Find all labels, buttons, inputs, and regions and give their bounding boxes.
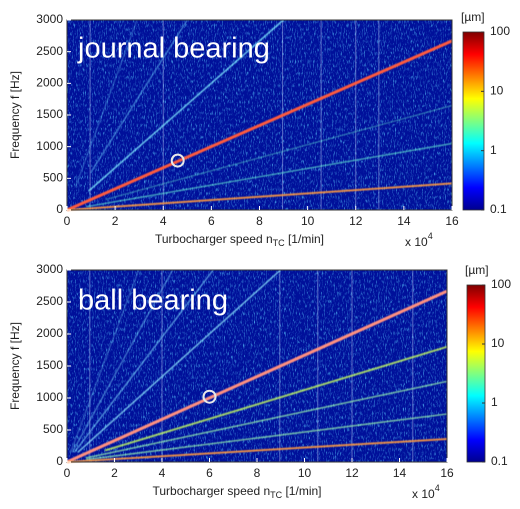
order-line (74, 270, 213, 452)
order-line (67, 291, 447, 462)
order-line (72, 270, 172, 452)
order-line (86, 144, 452, 207)
colorbar (466, 284, 486, 463)
order-line (67, 439, 447, 462)
x-tick-label: 16 (445, 214, 459, 228)
plot-title: ball bearing (78, 285, 228, 317)
y-tick-label: 1500 (36, 358, 63, 372)
order-line (67, 183, 452, 210)
x-axis-label-part: Turbocharger speed n (153, 484, 271, 498)
y-tick-label: 2000 (36, 76, 63, 90)
colorbar-tick-label: 100 (490, 24, 510, 38)
order-line (105, 347, 447, 451)
order-line (86, 381, 447, 458)
x-tick-label: 0 (64, 466, 71, 480)
colorbar-label: [µm] (465, 263, 489, 277)
order-line (91, 20, 187, 172)
x-tick-label: 12 (345, 466, 359, 480)
x-tick-label: 16 (440, 466, 454, 480)
y-tick-label: 1000 (36, 390, 63, 404)
x-tick-label: 2 (112, 214, 119, 228)
x-tick-label: 2 (111, 466, 118, 480)
colorbar-tick-label: 10 (491, 336, 505, 350)
x-axis-label-part: [1/min] (285, 232, 324, 246)
x-tick-label: 4 (159, 466, 166, 480)
y-tick-label: 3000 (36, 12, 63, 26)
y-tick-label: 2500 (36, 44, 63, 58)
y-tick-label: 3000 (36, 262, 63, 276)
order-line (75, 20, 137, 187)
order-line (89, 20, 284, 191)
colorbar-tick-label: 1 (491, 395, 498, 409)
x-tick-label: 10 (298, 466, 312, 480)
spectral-lines (67, 20, 452, 210)
x-multiplier-base: x 10 (405, 235, 428, 249)
x-tick-label: 0 (64, 214, 71, 228)
colorbar-tick-label: 1 (490, 143, 497, 157)
x-multiplier-base: x 10 (412, 487, 435, 501)
y-tick-label: 0 (56, 454, 63, 468)
x-tick-label: 6 (208, 214, 215, 228)
order-line (71, 270, 139, 452)
order-line (86, 414, 447, 460)
y-tick-label: 1000 (36, 139, 63, 153)
x-tick-label: 4 (160, 214, 167, 228)
x-tick-label: 14 (393, 466, 407, 480)
y-axis-label: Frequency f [Hz] (8, 71, 22, 159)
colorbar-label: [µm] (461, 10, 485, 24)
y-tick-label: 0 (56, 202, 63, 216)
x-multiplier-exponent: 4 (435, 483, 440, 493)
colorbar-tick-label: 100 (491, 277, 511, 291)
highlight-marker (170, 153, 185, 168)
x-axis-label-part: TC (270, 490, 282, 500)
x-multiplier: x 104 (412, 483, 440, 501)
order-line (78, 270, 281, 452)
x-axis-label-part: [1/min] (282, 484, 321, 498)
plot-title: journal bearing (77, 33, 270, 65)
x-tick-label: 12 (349, 214, 363, 228)
x-multiplier: x 104 (405, 231, 433, 249)
highlight-marker (202, 389, 217, 404)
colorbar-tick-label: 10 (490, 84, 504, 98)
y-tick-label: 2000 (36, 326, 63, 340)
x-axis-label: Turbocharger speed nTC [1/min] (155, 232, 324, 248)
x-axis-label-part: TC (273, 238, 285, 248)
spectral-noise (67, 20, 452, 210)
order-line (106, 106, 453, 200)
order-line (67, 41, 452, 210)
y-tick-label: 1500 (36, 107, 63, 121)
colorbar-tick-label: 0.1 (490, 202, 507, 216)
colorbar-tick-label: 0.1 (491, 454, 508, 468)
x-tick-label: 14 (397, 214, 411, 228)
x-tick-label: 10 (301, 214, 315, 228)
y-tick-label: 500 (43, 422, 63, 436)
y-tick-label: 500 (43, 171, 63, 185)
x-axis-label: Turbocharger speed nTC [1/min] (153, 484, 322, 500)
x-tick-label: 6 (206, 466, 213, 480)
x-axis-label-part: Turbocharger speed n (155, 232, 273, 246)
x-tick-label: 8 (254, 466, 261, 480)
x-tick-label: 8 (256, 214, 263, 228)
y-tick-label: 2500 (36, 294, 63, 308)
y-axis-label: Frequency f [Hz] (8, 322, 22, 410)
spectral-lines (67, 270, 447, 462)
colorbar (462, 31, 485, 211)
x-multiplier-exponent: 4 (428, 231, 433, 241)
